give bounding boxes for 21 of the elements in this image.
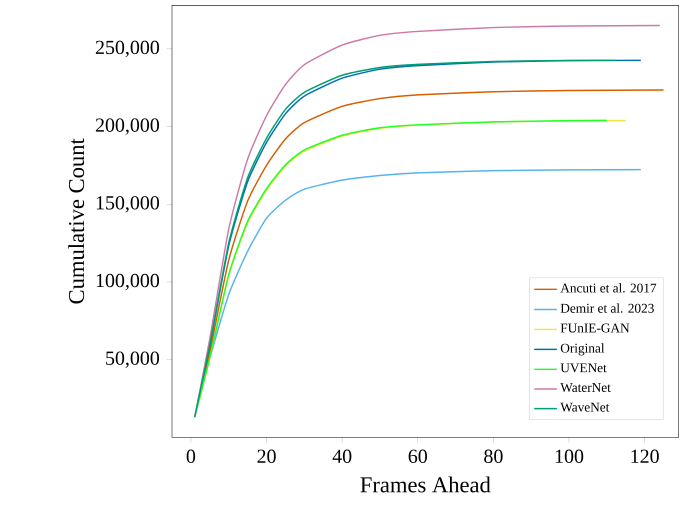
y-tick-label: 250,000 — [96, 40, 160, 57]
legend-label: Original — [560, 343, 604, 356]
legend-label: WaveNet — [560, 402, 610, 412]
x-tick-label: 0 — [186, 450, 196, 463]
legend-label: Demir et al. 2023 — [560, 303, 654, 313]
legend-label: WaterNet — [560, 383, 611, 392]
x-tick-label: 120 — [631, 450, 659, 463]
x-tick-label: 80 — [484, 450, 503, 463]
x-axis-title: Frames Ahead — [360, 476, 491, 492]
x-tick-label: 100 — [556, 450, 584, 463]
y-tick-label: 50,000 — [106, 351, 160, 368]
y-axis-title: Cumulative Count — [68, 138, 84, 304]
legend-label: UVENet — [560, 363, 607, 372]
legend-label: Ancuti et al. 2017 — [560, 283, 656, 293]
x-tick-label: 40 — [332, 450, 352, 463]
legend-label: FUnIE-GAN — [560, 324, 630, 332]
y-tick-label: 150,000 — [96, 196, 160, 212]
y-tick-label: 200,000 — [96, 118, 160, 135]
x-tick-label: 60 — [408, 450, 427, 463]
x-tick-label: 20 — [257, 450, 276, 463]
y-tick-label: 100,000 — [96, 274, 160, 290]
